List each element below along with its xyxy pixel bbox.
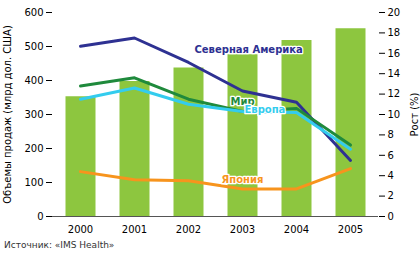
svg-text:12: 12 [388, 88, 401, 99]
svg-text:400: 400 [24, 75, 43, 86]
svg-text:18: 18 [388, 27, 401, 38]
svg-text:600: 600 [24, 7, 43, 18]
svg-text:Рост (%): Рост (%) [409, 92, 420, 136]
svg-text:2001: 2001 [122, 224, 147, 235]
svg-text:2: 2 [388, 190, 394, 201]
svg-text:2004: 2004 [284, 224, 309, 235]
svg-text:Объемы продаж (млрд дол. США): Объемы продаж (млрд дол. США) [2, 25, 13, 204]
svg-text:2002: 2002 [176, 224, 201, 235]
svg-text:14: 14 [388, 68, 401, 79]
svg-text:2005: 2005 [338, 224, 363, 235]
svg-text:0: 0 [37, 211, 43, 222]
svg-text:2000: 2000 [68, 224, 93, 235]
svg-text:300: 300 [24, 109, 43, 120]
svg-text:500: 500 [24, 41, 43, 52]
svg-text:0: 0 [388, 211, 394, 222]
svg-text:4: 4 [388, 170, 394, 181]
svg-text:16: 16 [388, 48, 401, 59]
svg-text:100: 100 [24, 177, 43, 188]
svg-text:10: 10 [388, 109, 401, 120]
svg-text:2003: 2003 [230, 224, 255, 235]
svg-text:Северная Америка: Северная Америка [195, 44, 303, 55]
svg-text:20: 20 [388, 7, 401, 18]
svg-text:200: 200 [24, 143, 43, 154]
svg-text:Япония: Япония [222, 174, 264, 185]
svg-text:6: 6 [388, 150, 394, 161]
svg-text:8: 8 [388, 129, 394, 140]
svg-text:Мир: Мир [230, 95, 255, 107]
html-text:Источник: «IMS Health»: Источник: «IMS Health» [4, 240, 115, 250]
svg-text:Европа: Европа [245, 104, 286, 115]
